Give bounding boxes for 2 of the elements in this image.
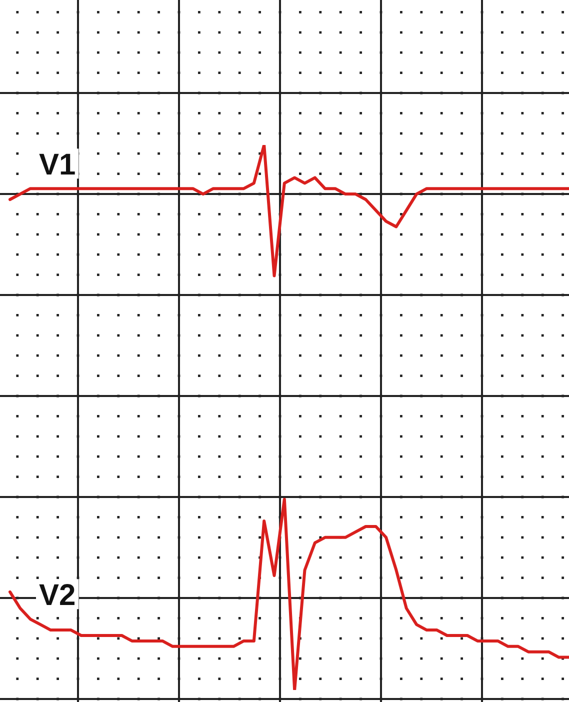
series-label: V2: [39, 579, 76, 612]
series-label: V1: [39, 148, 76, 182]
